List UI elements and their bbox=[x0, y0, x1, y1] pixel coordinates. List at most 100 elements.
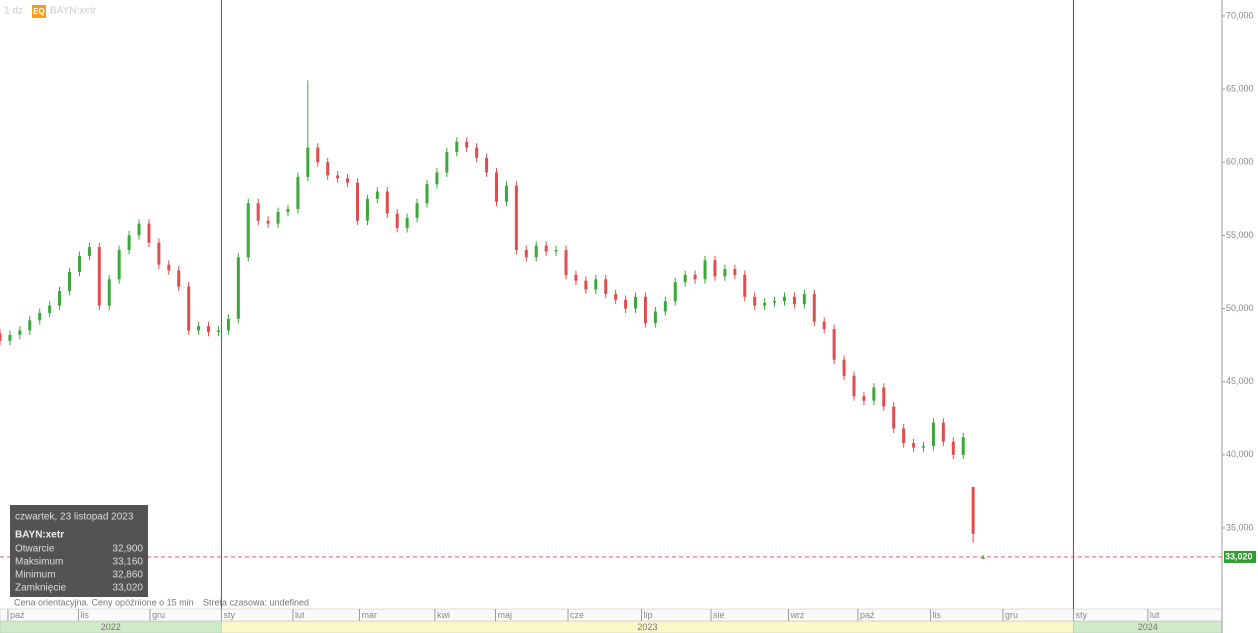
candle-body bbox=[753, 296, 757, 306]
candle-body bbox=[822, 321, 826, 330]
x-tick-label: mar bbox=[361, 610, 377, 620]
x-tick-label: maj bbox=[498, 610, 513, 620]
candle-body bbox=[961, 437, 965, 455]
tooltip-row-value: 32,900 bbox=[112, 544, 143, 555]
x-tick-label: cze bbox=[570, 610, 584, 620]
candle-body bbox=[97, 247, 101, 306]
footer-timezone: Strefa czasowa: undefined bbox=[203, 597, 309, 607]
candle-body bbox=[226, 318, 230, 331]
candle-body bbox=[604, 279, 608, 294]
candle-body bbox=[306, 147, 310, 177]
candle-body bbox=[733, 269, 737, 275]
candle-body bbox=[48, 305, 52, 313]
candle-body bbox=[912, 443, 916, 448]
candle-body bbox=[455, 141, 459, 152]
candle-body bbox=[852, 375, 856, 397]
candle-body bbox=[0, 333, 2, 341]
candle-body bbox=[58, 290, 62, 306]
x-tick-label: wrz bbox=[789, 610, 804, 620]
candle-body bbox=[862, 396, 866, 401]
candle-body bbox=[574, 274, 578, 281]
candle-body bbox=[882, 387, 886, 407]
candle-body bbox=[971, 487, 975, 534]
x-tick-label: paź bbox=[10, 610, 25, 620]
footer-note: Cena orientacyjna. Ceny opóźnione o 15 m… bbox=[14, 597, 194, 607]
x-tick-label: kwi bbox=[437, 610, 450, 620]
candle-body bbox=[981, 556, 985, 559]
symbol: BAYN:xetr bbox=[50, 6, 97, 17]
candle-body bbox=[475, 147, 479, 158]
candle-body bbox=[197, 326, 201, 331]
candle-body bbox=[385, 191, 389, 214]
candle-body bbox=[485, 157, 489, 173]
candle-body bbox=[564, 250, 568, 275]
tooltip-symbol: BAYN:xetr bbox=[15, 530, 64, 541]
candle-body bbox=[594, 279, 598, 290]
candle-body bbox=[465, 141, 469, 148]
candle-body bbox=[18, 330, 22, 335]
tooltip-date: czwartek, 23 listopad 2023 bbox=[15, 512, 134, 523]
candle-body bbox=[584, 280, 588, 290]
y-tick-label: 45,000 bbox=[1226, 376, 1254, 386]
candle-body bbox=[614, 293, 618, 300]
candle-body bbox=[415, 203, 419, 218]
candle-body bbox=[892, 406, 896, 429]
candle-body bbox=[266, 220, 270, 224]
candle-body bbox=[216, 330, 220, 332]
candle-body bbox=[812, 293, 816, 322]
candle-body bbox=[425, 184, 429, 204]
candle-body bbox=[365, 198, 369, 221]
candle-body bbox=[346, 178, 350, 183]
candle-body bbox=[544, 245, 548, 252]
candle-body bbox=[316, 147, 320, 163]
candle-body bbox=[107, 279, 111, 306]
tooltip-box bbox=[10, 505, 148, 597]
candle-body bbox=[355, 182, 359, 221]
candle-body bbox=[872, 387, 876, 401]
candle-body bbox=[207, 326, 211, 332]
candle-body bbox=[435, 172, 439, 185]
badge-bg bbox=[32, 5, 46, 18]
candle-body bbox=[147, 223, 151, 243]
candle-body bbox=[326, 162, 330, 176]
candle-body bbox=[832, 329, 836, 360]
candle-body bbox=[693, 274, 697, 280]
candle-body bbox=[524, 250, 528, 258]
candle-body bbox=[802, 293, 806, 305]
y-tick-label: 35,000 bbox=[1226, 522, 1254, 532]
candle-body bbox=[703, 260, 707, 280]
candle-body bbox=[634, 296, 638, 309]
candle-body bbox=[743, 274, 747, 297]
y-tick-label: 50,000 bbox=[1226, 303, 1254, 313]
x-tick-label: lut bbox=[295, 610, 305, 620]
candle-body bbox=[375, 191, 379, 199]
tooltip-row-value: 33,160 bbox=[112, 557, 143, 568]
x-tick-label: lip bbox=[643, 610, 652, 620]
candle-body bbox=[624, 299, 628, 309]
candle-body bbox=[534, 245, 538, 258]
candle-body bbox=[763, 302, 767, 306]
tooltip-row-label: Minimum bbox=[15, 570, 56, 581]
candle-body bbox=[28, 320, 32, 331]
candle-body bbox=[643, 296, 647, 324]
y-tick-label: 55,000 bbox=[1226, 230, 1254, 240]
candle-body bbox=[773, 301, 777, 303]
candle-body bbox=[157, 242, 161, 265]
x-tick-label: lis bbox=[80, 610, 89, 620]
candle-body bbox=[445, 152, 449, 173]
candle-body bbox=[87, 247, 91, 256]
candle-body bbox=[187, 286, 191, 331]
last-price-box bbox=[1224, 550, 1256, 563]
candle-body bbox=[931, 422, 935, 447]
y-tick-label: 40,000 bbox=[1226, 449, 1254, 459]
candle-body bbox=[514, 185, 518, 251]
candle-body bbox=[663, 301, 667, 312]
candle-body bbox=[723, 269, 727, 277]
candle-body bbox=[902, 428, 906, 444]
candle-body bbox=[286, 209, 290, 212]
x-tick-label: lut bbox=[1150, 610, 1160, 620]
month-strip bbox=[0, 608, 1223, 622]
tooltip-row-value: 33,020 bbox=[112, 583, 143, 594]
